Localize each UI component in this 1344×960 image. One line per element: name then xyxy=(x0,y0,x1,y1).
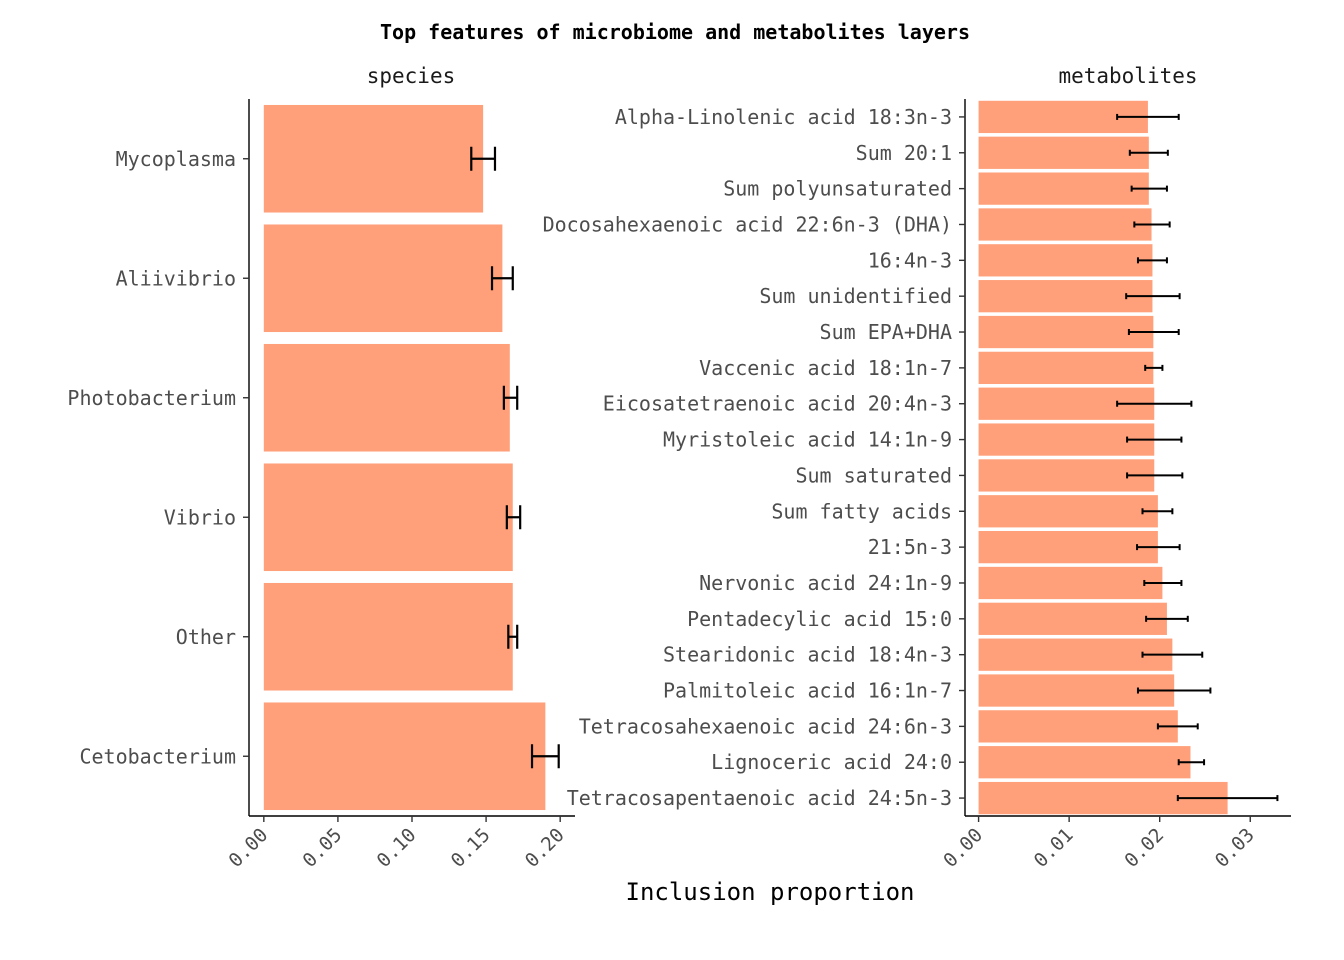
metabolites-category-label: Sum saturated xyxy=(795,463,952,487)
metabolites-bar-21-5n-3 xyxy=(978,530,1158,564)
metabolites-category-label: Sum polyunsaturated xyxy=(723,177,952,201)
metabolites-bar-lignoceric-acid-24-0 xyxy=(978,746,1191,779)
metabolites-category-label: 21:5n-3 xyxy=(868,535,952,559)
metabolites-bar-vaccenic-acid-18-1n-7 xyxy=(978,351,1154,385)
species-error-bar-vibrio xyxy=(505,505,522,530)
metabolites-category-label: Palmitoleic acid 16:1n-7 xyxy=(663,679,952,703)
species-panel: species Mycoplasma Aliivibrio Photobacteriu… xyxy=(67,64,575,872)
metabolites-bar-16-4n-3 xyxy=(978,244,1153,277)
metabolites-error-bar-sum-epa-dha xyxy=(1127,329,1180,336)
metabolites-x-tick-label: 0.01 xyxy=(1030,824,1078,872)
species-error-bar-photobacterium xyxy=(502,385,519,410)
metabolites-bar-sum-unidentified xyxy=(978,280,1153,313)
species-bar-other xyxy=(263,582,513,691)
species-error-bar-mycoplasma xyxy=(470,146,497,171)
metabolites-error-bar-eicosatetraenoic-acid-20-4n-3 xyxy=(1116,400,1193,407)
metabolites-error-bar-sum-20-1 xyxy=(1128,149,1169,156)
species-category-label: Other xyxy=(176,625,236,649)
species-bar-cetobacterium xyxy=(263,702,546,811)
species-x-tick-label: 0.00 xyxy=(224,824,272,872)
metabolites-category-label: Lignoceric acid 24:0 xyxy=(711,750,952,774)
metabolites-category-label: Stearidonic acid 18:4n-3 xyxy=(663,643,952,667)
species-x-tick-label: 0.05 xyxy=(299,824,347,872)
metabolites-bar-sum-saturated xyxy=(978,459,1155,492)
metabolites-category-label: Eicosatetraenoic acid 20:4n-3 xyxy=(603,392,952,416)
metabolites-error-bar-alpha-linolenic-acid-18-3n-3 xyxy=(1116,113,1180,120)
species-category-label: Aliivibrio xyxy=(116,266,236,290)
species-bar-aliivibrio xyxy=(263,224,503,333)
species-category-label: Vibrio xyxy=(164,505,236,529)
metabolites-bar-tetracosahexaenoic-acid-24-6n-3 xyxy=(978,710,1178,743)
metabolites-error-bar-sum-fatty-acids xyxy=(1141,508,1174,515)
metabolites-category-label: Docosahexaenoic acid 22:6n-3 (DHA) xyxy=(543,212,952,236)
metabolites-category-label: Sum fatty acids xyxy=(771,499,952,523)
metabolites-x-tick-label: 0.00 xyxy=(939,824,987,872)
metabolites-category-label: Myristoleic acid 14:1n-9 xyxy=(663,428,952,452)
metabolites-error-bar-tetracosapentaenoic-acid-24-5n-3 xyxy=(1176,795,1279,802)
metabolites-bar-myristoleic-acid-14-1n-9 xyxy=(978,423,1155,456)
metabolites-error-bar-lignoceric-acid-24-0 xyxy=(1177,759,1206,766)
species-x-tick-label: 0.20 xyxy=(521,824,569,872)
metabolites-bar-sum-epa-dha xyxy=(978,315,1154,349)
metabolites-error-bar-vaccenic-acid-18-1n-7 xyxy=(1144,364,1164,371)
species-bar-vibrio xyxy=(263,463,513,572)
metabolites-error-bar-pentadecylic-acid-15-0 xyxy=(1145,615,1189,622)
metabolites-category-label: Vaccenic acid 18:1n-7 xyxy=(699,356,952,380)
species-category-label: Cetobacterium xyxy=(79,744,236,768)
species-x-tick-label: 0.10 xyxy=(373,824,421,872)
metabolites-bar-stearidonic-acid-18-4n-3 xyxy=(978,638,1173,671)
species-error-bar-other xyxy=(507,624,519,649)
metabolites-category-label: Nervonic acid 24:1n-9 xyxy=(699,571,952,595)
metabolites-error-bar-docosahexaenoic-acid-22-6n-3-dha xyxy=(1133,221,1171,228)
metabolites-category-label: Pentadecylic acid 15:0 xyxy=(687,607,952,631)
metabolites-bar-sum-20-1 xyxy=(978,136,1149,169)
metabolites-bar-nervonic-acid-24-1n-9 xyxy=(978,566,1163,600)
metabolites-error-bar-palmitoleic-acid-16-1n-7 xyxy=(1136,687,1212,694)
metabolites-category-label: Sum unidentified xyxy=(759,284,952,308)
metabolites-panel-title: metabolites xyxy=(1058,64,1197,88)
metabolites-x-tick-label: 0.02 xyxy=(1120,824,1168,872)
species-bar-photobacterium xyxy=(263,343,510,452)
species-error-bar-cetobacterium xyxy=(530,744,560,769)
metabolites-error-bar-sum-polyunsaturated xyxy=(1130,185,1168,192)
metabolites-category-label: 16:4n-3 xyxy=(868,248,952,272)
metabolites-error-bar-21-5n-3 xyxy=(1136,544,1181,551)
metabolites-category-label: Tetracosapentaenoic acid 24:5n-3 xyxy=(567,786,952,810)
metabolites-bar-docosahexaenoic-acid-22-6n-3-dha xyxy=(978,208,1152,241)
metabolites-category-label: Sum EPA+DHA xyxy=(820,320,952,344)
metabolites-category-label: Sum 20:1 xyxy=(856,141,952,165)
metabolites-error-bar-sum-unidentified xyxy=(1125,293,1181,300)
metabolites-category-label: Tetracosahexaenoic acid 24:6n-3 xyxy=(579,714,952,738)
metabolites-bar-sum-polyunsaturated xyxy=(978,172,1149,205)
species-category-label: Mycoplasma xyxy=(116,147,236,171)
species-category-label: Photobacterium xyxy=(67,386,236,410)
metabolites-error-bar-stearidonic-acid-18-4n-3 xyxy=(1141,651,1204,658)
metabolites-error-bar-nervonic-acid-24-1n-9 xyxy=(1143,579,1183,586)
metabolites-category-label: Alpha-Linolenic acid 18:3n-3 xyxy=(615,105,952,129)
chart-title: Top features of microbiome and metabolit… xyxy=(380,20,970,44)
species-bar-mycoplasma xyxy=(263,104,484,213)
metabolites-panel: metabolites Alpha-Linolenic acid 18:3n-3 S… xyxy=(543,64,1291,872)
metabolites-error-bar-tetracosahexaenoic-acid-24-6n-3 xyxy=(1156,723,1199,730)
x-axis-title: Inclusion proportion xyxy=(626,878,915,906)
species-x-tick-label: 0.15 xyxy=(447,824,495,872)
metabolites-error-bar-sum-saturated xyxy=(1126,472,1184,479)
species-panel-title: species xyxy=(367,64,456,88)
metabolites-bar-pentadecylic-acid-15-0 xyxy=(978,602,1167,635)
species-error-bar-aliivibrio xyxy=(490,266,514,291)
metabolites-error-bar-myristoleic-acid-14-1n-9 xyxy=(1126,436,1183,443)
metabolites-bar-sum-fatty-acids xyxy=(978,495,1158,528)
metabolites-error-bar-16-4n-3 xyxy=(1136,257,1168,264)
metabolites-x-tick-label: 0.03 xyxy=(1211,824,1259,872)
